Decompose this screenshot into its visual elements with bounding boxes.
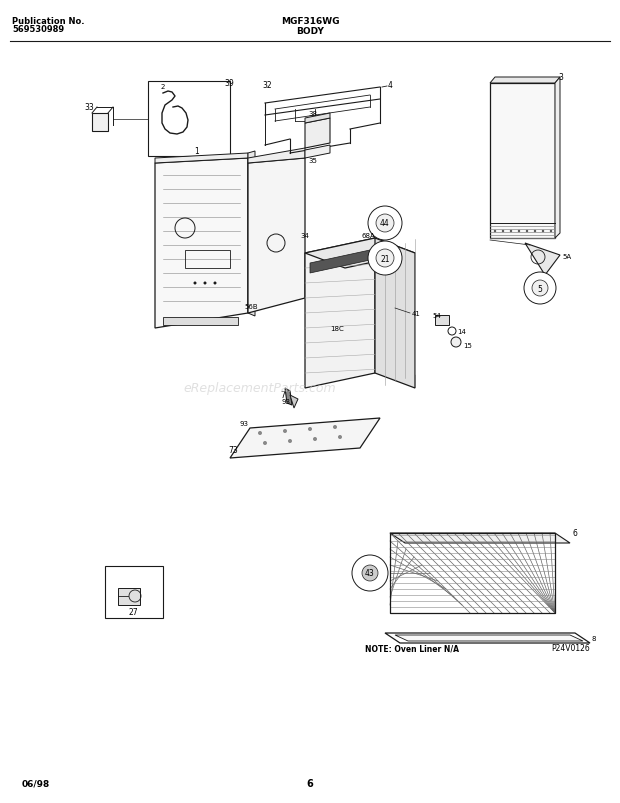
Text: 43: 43	[365, 569, 375, 578]
Text: 21: 21	[380, 255, 390, 263]
Circle shape	[213, 282, 216, 285]
Circle shape	[448, 328, 456, 336]
Text: 54: 54	[432, 312, 441, 319]
Text: 41: 41	[412, 311, 421, 316]
Text: 5: 5	[538, 284, 542, 293]
Circle shape	[333, 426, 337, 430]
Circle shape	[534, 230, 536, 233]
Circle shape	[550, 230, 552, 233]
Text: 2: 2	[161, 84, 165, 90]
Circle shape	[526, 230, 528, 233]
Text: 8: 8	[592, 635, 596, 642]
Bar	[390, 533, 555, 613]
Circle shape	[338, 435, 342, 439]
Text: eReplacementParts.com: eReplacementParts.com	[184, 382, 336, 395]
Polygon shape	[155, 159, 248, 328]
Polygon shape	[305, 119, 330, 149]
Text: BODY: BODY	[296, 27, 324, 36]
Circle shape	[502, 230, 504, 233]
Polygon shape	[395, 635, 583, 642]
Circle shape	[368, 206, 402, 241]
Polygon shape	[490, 84, 555, 238]
Text: 33: 33	[84, 104, 94, 112]
Circle shape	[542, 230, 544, 233]
Bar	[185, 251, 230, 269]
Polygon shape	[385, 634, 590, 643]
Polygon shape	[248, 152, 255, 316]
Polygon shape	[390, 533, 570, 544]
Text: 3: 3	[558, 73, 563, 83]
Polygon shape	[155, 154, 248, 164]
Text: MGF316WG: MGF316WG	[281, 18, 339, 26]
Polygon shape	[285, 389, 292, 406]
Polygon shape	[525, 243, 560, 275]
Circle shape	[203, 282, 206, 285]
Bar	[435, 316, 449, 325]
Text: 68A: 68A	[362, 233, 376, 238]
Polygon shape	[305, 238, 415, 269]
Polygon shape	[92, 114, 108, 132]
Polygon shape	[305, 114, 330, 124]
Polygon shape	[290, 396, 298, 409]
Circle shape	[288, 439, 292, 443]
Text: 93: 93	[282, 398, 291, 405]
Text: 4: 4	[388, 81, 393, 91]
Text: 35: 35	[308, 158, 317, 164]
Polygon shape	[555, 78, 560, 238]
Text: 06/98: 06/98	[22, 779, 50, 788]
Text: 73: 73	[228, 446, 237, 455]
Circle shape	[283, 430, 287, 434]
Circle shape	[258, 431, 262, 435]
Circle shape	[376, 214, 394, 233]
Circle shape	[524, 273, 556, 304]
Text: 27: 27	[128, 608, 138, 617]
Text: 32: 32	[262, 81, 272, 91]
Polygon shape	[375, 238, 415, 389]
Polygon shape	[230, 418, 380, 459]
Polygon shape	[248, 149, 305, 164]
Polygon shape	[305, 238, 375, 389]
Circle shape	[308, 427, 312, 431]
Polygon shape	[118, 589, 140, 605]
Polygon shape	[490, 78, 560, 84]
Circle shape	[193, 282, 197, 285]
Text: 1: 1	[194, 146, 199, 155]
Text: 38: 38	[308, 111, 317, 117]
Text: 18C: 18C	[330, 325, 343, 332]
Circle shape	[510, 230, 512, 233]
Bar	[148, 82, 230, 157]
Circle shape	[532, 281, 548, 296]
Text: 6: 6	[573, 529, 578, 538]
Polygon shape	[248, 159, 305, 314]
Text: 7: 7	[280, 391, 285, 400]
Circle shape	[518, 230, 520, 233]
Text: 93: 93	[240, 421, 249, 426]
Text: P24V0126: P24V0126	[551, 644, 590, 653]
Bar	[163, 318, 238, 325]
Text: 34: 34	[300, 233, 309, 238]
Circle shape	[368, 242, 402, 275]
Circle shape	[451, 337, 461, 348]
Text: NOTE: Oven Liner N/A: NOTE: Oven Liner N/A	[365, 644, 459, 653]
Circle shape	[362, 565, 378, 581]
Text: 15: 15	[463, 343, 472, 349]
Text: 14: 14	[457, 328, 466, 335]
Text: 569530989: 569530989	[12, 26, 64, 35]
Text: Publication No.: Publication No.	[12, 18, 84, 26]
Text: 44: 44	[380, 219, 390, 228]
Circle shape	[263, 442, 267, 446]
Polygon shape	[310, 251, 370, 274]
Polygon shape	[305, 146, 330, 159]
Text: 39: 39	[224, 79, 234, 88]
Circle shape	[376, 250, 394, 267]
Text: 5A: 5A	[562, 254, 571, 259]
Circle shape	[313, 438, 317, 442]
Text: 56B: 56B	[244, 304, 258, 310]
Circle shape	[494, 230, 496, 233]
Circle shape	[352, 556, 388, 591]
Text: 6: 6	[307, 778, 313, 788]
Bar	[105, 566, 163, 618]
